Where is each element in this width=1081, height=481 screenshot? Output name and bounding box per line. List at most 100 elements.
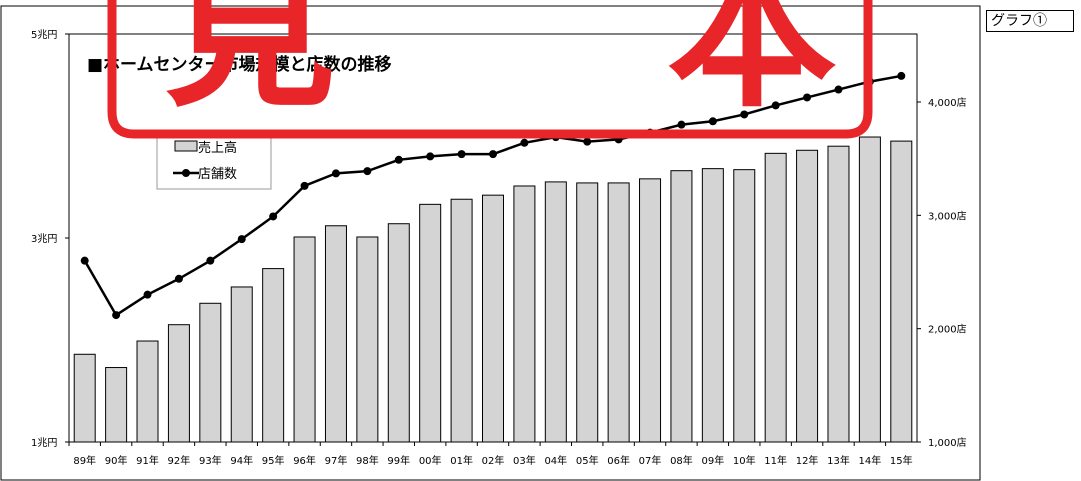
- sample-stamp: 見 本: [107, 0, 873, 139]
- store-point-10年: [740, 110, 749, 119]
- store-point-09年: [708, 117, 717, 126]
- x-tick-label: 98年: [356, 454, 379, 467]
- right-tick-label: 4,000店: [928, 96, 967, 109]
- store-point-02年: [489, 150, 497, 159]
- x-tick-label: 02年: [482, 454, 505, 467]
- bar-93年: [199, 302, 222, 443]
- bar-02年: [482, 194, 504, 443]
- x-tick-label: 07年: [639, 454, 662, 467]
- x-tick-label: 97年: [325, 454, 348, 467]
- x-tick-label: 90年: [105, 454, 128, 467]
- x-tick-label: 03年: [513, 454, 536, 467]
- x-tick-label: 11年: [764, 454, 787, 467]
- store-point-93年: [206, 256, 215, 265]
- right-tick-label: 1,000店: [928, 436, 967, 449]
- x-tick-label: 92年: [168, 454, 191, 467]
- bar-15年: [890, 140, 913, 443]
- x-tick-label: 93年: [199, 454, 222, 467]
- bar-09年: [701, 168, 724, 443]
- stamp-char-mi: 見: [165, 0, 335, 131]
- bar-90年: [105, 367, 128, 443]
- bar-07年: [639, 178, 662, 443]
- x-tick-label: 04年: [544, 454, 567, 467]
- left-tick-label: 1兆円: [31, 437, 57, 449]
- bar-92年: [167, 324, 190, 443]
- bar-91年: [136, 340, 159, 443]
- bar-89年: [73, 353, 96, 443]
- legend-label-sales: 売上高: [198, 140, 237, 156]
- store-point-98年: [363, 167, 372, 176]
- store-point-00年: [426, 152, 435, 161]
- x-tick-label: 13年: [827, 454, 850, 467]
- left-axis: 1兆円 3兆円 5兆円: [31, 29, 69, 449]
- x-tick-label: 14年: [859, 454, 882, 467]
- x-tick-label: 89年: [73, 454, 96, 467]
- store-point-12年: [803, 93, 812, 102]
- bar-13年: [827, 145, 850, 443]
- left-tick-label: 3兆円: [31, 233, 57, 245]
- x-axis: 89年 90年 91年 92年 93年 94年 95年 96年 97年 98年 99年 00年 01年 0…: [68, 442, 913, 467]
- legend-swatch-marker: [182, 169, 190, 177]
- bar-03年: [513, 185, 536, 443]
- bar-96年: [293, 236, 316, 443]
- bar-00年: [419, 203, 442, 443]
- x-tick-label: 12年: [796, 454, 819, 467]
- store-point-92年: [174, 274, 183, 283]
- stamp-char-hon: 本: [667, 0, 837, 131]
- legend: 売上高 店舗数: [156, 131, 272, 190]
- x-tick-label: 99年: [387, 454, 410, 467]
- bar-05年: [576, 182, 599, 443]
- x-tick-label: 01年: [450, 454, 473, 467]
- store-point-91年: [143, 290, 152, 299]
- bar-04年: [544, 181, 567, 443]
- x-tick-label: 00年: [419, 454, 442, 467]
- bar-97年: [324, 225, 347, 443]
- right-tick-label: 2,000店: [928, 323, 967, 336]
- right-axis: 1,000店 2,000店 3,000店 4,000店: [917, 96, 967, 449]
- store-point-11年: [771, 101, 780, 110]
- x-tick-label: 91年: [136, 454, 159, 467]
- x-tick-label: 95年: [262, 454, 285, 467]
- x-tick-label: 10年: [733, 454, 756, 467]
- store-point-99年: [394, 155, 403, 164]
- bar-01年: [450, 198, 473, 443]
- store-point-89年: [80, 256, 89, 265]
- right-tick-label: 3,000店: [928, 209, 967, 222]
- legend-swatch-bar: [174, 140, 198, 152]
- bar-95年: [262, 268, 285, 443]
- store-point-15年: [897, 71, 906, 80]
- bar-06年: [607, 182, 630, 443]
- stamp-frame: [107, 0, 873, 139]
- bar-99年: [387, 223, 410, 443]
- bar-98年: [356, 236, 379, 443]
- bar-14年: [858, 136, 881, 443]
- x-tick-label: 15年: [890, 454, 913, 467]
- bar-11年: [764, 152, 787, 443]
- store-point-96年: [300, 181, 309, 190]
- store-point-13年: [834, 85, 843, 94]
- bar-10年: [733, 169, 756, 443]
- store-point-05年: [583, 137, 592, 146]
- left-tick-label: 5兆円: [31, 29, 57, 41]
- store-point-94年: [237, 235, 246, 244]
- store-point-90年: [112, 311, 121, 320]
- store-point-01年: [457, 150, 466, 159]
- store-point-08年: [677, 120, 686, 129]
- bar-12年: [796, 149, 819, 443]
- x-tick-label: 08年: [670, 454, 693, 467]
- chart-title: ■ホームセンター市場規模と店数の推移: [87, 54, 392, 75]
- x-tick-label: 94年: [230, 454, 253, 467]
- bar-94年: [230, 286, 253, 443]
- bar-08年: [670, 170, 693, 443]
- x-tick-label: 06年: [607, 454, 630, 467]
- store-point-95年: [269, 212, 278, 221]
- x-tick-label: 96年: [293, 454, 316, 467]
- x-tick-label: 09年: [701, 454, 724, 467]
- bar-series: [73, 136, 913, 443]
- graph-label: グラフ①: [986, 10, 1074, 32]
- legend-label-stores: 店舗数: [198, 167, 237, 182]
- store-point-03年: [520, 138, 529, 147]
- store-point-97年: [331, 169, 340, 178]
- x-tick-label: 05年: [576, 454, 599, 467]
